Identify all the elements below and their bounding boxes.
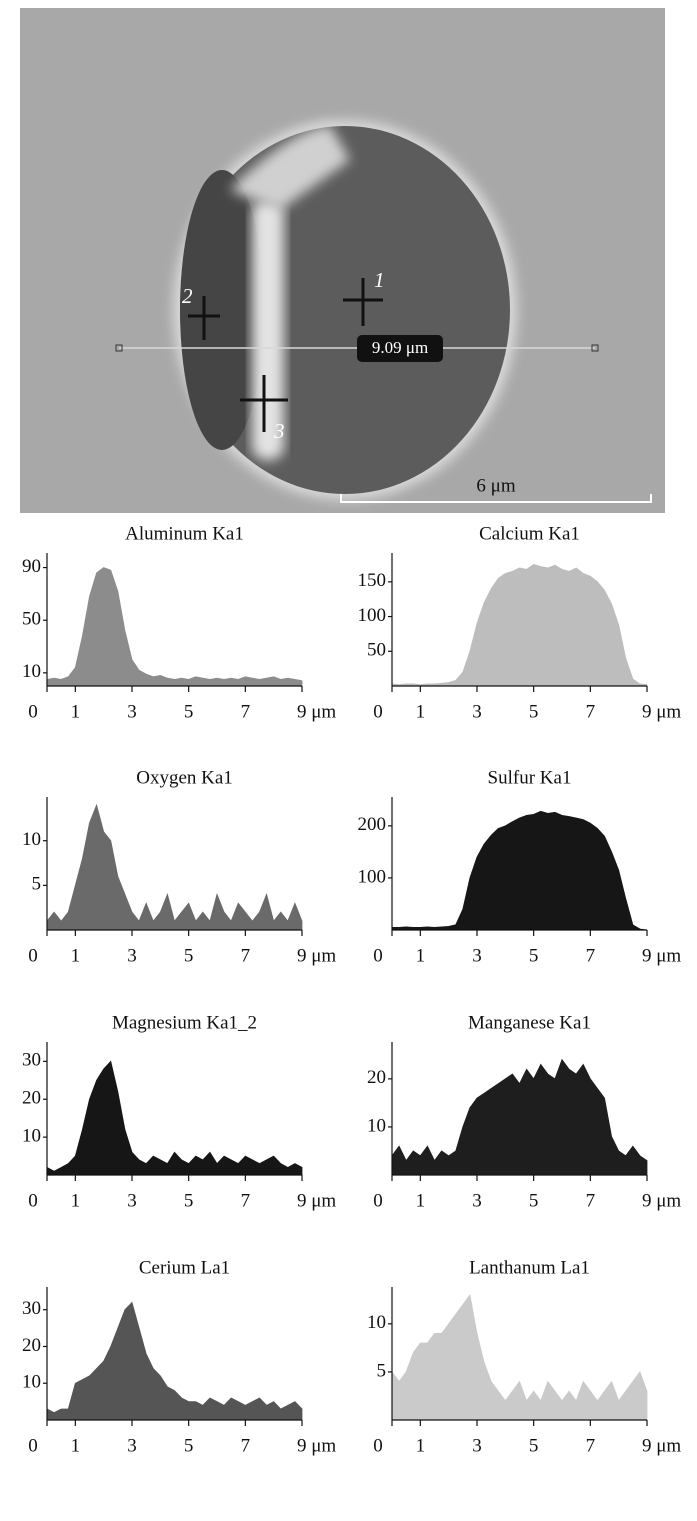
marker-label: 2 <box>182 284 193 308</box>
x-tick-label: 0 <box>28 945 38 966</box>
x-tick-label: 0 <box>28 701 38 722</box>
x-tick-label: 5 <box>529 701 539 722</box>
chart-title: Sulfur Ka1 <box>488 767 572 788</box>
x-tick-label: 0 <box>28 1435 38 1456</box>
x-tick-label: 1 <box>416 1435 426 1456</box>
profile-area <box>391 810 648 931</box>
y-tick-label: 100 <box>358 866 387 887</box>
x-tick-label: 0 <box>373 701 383 722</box>
x-tick-label: 1 <box>416 945 426 966</box>
chart-title: Oxygen Ka1 <box>136 767 233 788</box>
x-tick-label: 7 <box>241 945 251 966</box>
x-tick-label: 5 <box>184 701 194 722</box>
x-tick-label: 9 μm <box>642 701 681 722</box>
x-tick-label: 1 <box>71 1435 81 1456</box>
x-tick-label: 9 μm <box>297 945 336 966</box>
chart-title: Magnesium Ka1_2 <box>112 1012 257 1033</box>
y-tick-label: 5 <box>32 874 42 895</box>
rim-top <box>230 125 350 210</box>
profile-area <box>46 1060 303 1176</box>
x-tick-label: 3 <box>127 1190 137 1211</box>
y-tick-label: 150 <box>358 570 387 591</box>
x-tick-label: 1 <box>71 1190 81 1211</box>
x-tick-label: 5 <box>184 945 194 966</box>
y-tick-label: 10 <box>22 1372 41 1393</box>
x-tick-label: 0 <box>28 1190 38 1211</box>
sem-image: 9.09 μm 1 2 3 6 μm <box>20 8 665 513</box>
scale-label: 6 μm <box>476 475 515 496</box>
x-tick-label: 7 <box>241 1190 251 1211</box>
x-tick-label: 0 <box>373 945 383 966</box>
y-tick-label: 20 <box>22 1088 41 1109</box>
profile-area <box>391 564 648 687</box>
profile-area <box>46 1301 303 1421</box>
x-tick-label: 3 <box>127 701 137 722</box>
y-tick-label: 50 <box>367 640 386 661</box>
x-tick-label: 3 <box>472 1190 482 1211</box>
x-tick-label: 7 <box>586 1435 596 1456</box>
y-tick-label: 10 <box>367 1115 386 1136</box>
y-tick-label: 10 <box>22 829 41 850</box>
x-tick-label: 7 <box>586 701 596 722</box>
x-tick-label: 7 <box>586 945 596 966</box>
chart-title: Aluminum Ka1 <box>125 523 244 544</box>
x-tick-label: 9 μm <box>297 1190 336 1211</box>
marker-label: 3 <box>273 419 285 443</box>
y-tick-label: 30 <box>22 1298 41 1319</box>
y-tick-label: 90 <box>22 556 41 577</box>
x-tick-label: 5 <box>529 1190 539 1211</box>
x-tick-label: 5 <box>184 1435 194 1456</box>
x-tick-label: 1 <box>71 701 81 722</box>
chart-title: Lanthanum La1 <box>469 1257 590 1278</box>
x-tick-label: 7 <box>241 701 251 722</box>
profile-area <box>391 1058 648 1176</box>
x-tick-label: 3 <box>472 701 482 722</box>
x-tick-label: 3 <box>127 945 137 966</box>
x-tick-label: 0 <box>373 1435 383 1456</box>
profile-area <box>391 1294 648 1421</box>
y-tick-label: 50 <box>22 609 41 630</box>
scale-bar <box>340 494 652 503</box>
x-tick-label: 7 <box>586 1190 596 1211</box>
line-label-box <box>357 335 443 362</box>
x-tick-label: 9 μm <box>642 945 681 966</box>
y-tick-label: 10 <box>367 1312 386 1333</box>
x-tick-label: 9 μm <box>642 1190 681 1211</box>
scan-end <box>115 344 123 352</box>
x-tick-label: 5 <box>529 945 539 966</box>
x-tick-label: 9 μm <box>642 1435 681 1456</box>
profile-area <box>46 567 303 687</box>
x-tick-label: 1 <box>416 1190 426 1211</box>
y-tick-label: 10 <box>22 661 41 682</box>
profile-area <box>46 803 303 931</box>
x-tick-label: 1 <box>416 701 426 722</box>
bright-stripe <box>252 200 284 460</box>
marker-label: 1 <box>374 268 385 292</box>
y-tick-label: 30 <box>22 1050 41 1071</box>
dark-region <box>180 170 264 450</box>
x-tick-label: 3 <box>472 1435 482 1456</box>
x-tick-label: 9 μm <box>297 701 336 722</box>
y-tick-label: 20 <box>22 1335 41 1356</box>
line-label: 9.09 μm <box>372 338 428 357</box>
x-tick-label: 1 <box>71 945 81 966</box>
y-tick-label: 200 <box>358 814 387 835</box>
x-tick-label: 7 <box>241 1435 251 1456</box>
chart-title: Calcium Ka1 <box>479 523 580 544</box>
x-tick-label: 3 <box>127 1435 137 1456</box>
x-tick-label: 9 μm <box>297 1435 336 1456</box>
y-tick-label: 10 <box>22 1125 41 1146</box>
x-tick-label: 5 <box>184 1190 194 1211</box>
chart-title: Cerium La1 <box>139 1257 230 1278</box>
markers <box>188 278 383 432</box>
x-tick-label: 0 <box>373 1190 383 1211</box>
y-tick-label: 20 <box>367 1067 386 1088</box>
scan-end <box>591 344 599 352</box>
x-tick-label: 3 <box>472 945 482 966</box>
chart-title: Manganese Ka1 <box>468 1012 591 1033</box>
y-tick-label: 5 <box>377 1360 387 1381</box>
x-tick-label: 5 <box>529 1435 539 1456</box>
y-tick-label: 100 <box>358 605 387 626</box>
